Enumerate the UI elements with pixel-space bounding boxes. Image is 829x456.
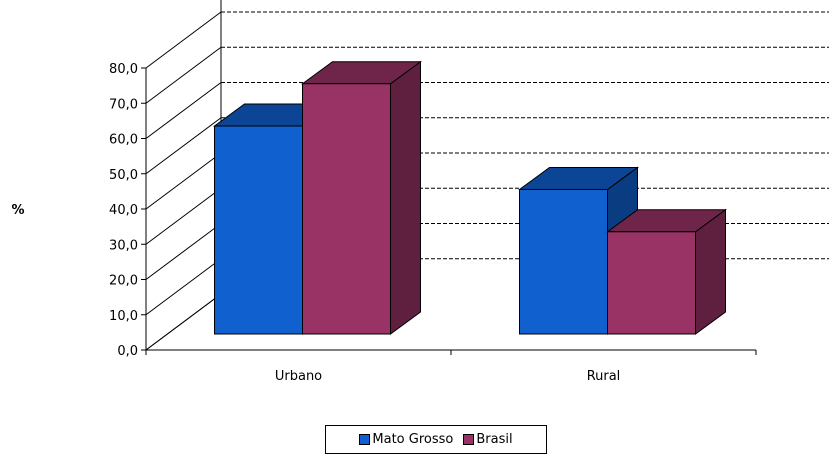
side-gridline — [145, 82, 222, 139]
y-tick-label: 40,0 — [109, 203, 138, 218]
legend-swatch-series-0 — [359, 434, 371, 445]
side-gridline — [145, 223, 222, 280]
y-tick-label: 80,0 — [109, 62, 138, 77]
axis-labels: 0,0 10,0 20,0 30,0 40,0 50,0 60,0 70,0 80,0 Urban… — [109, 62, 620, 384]
legend-swatch-series-1 — [463, 434, 475, 445]
legend-item-series-1: Brasil — [463, 432, 513, 447]
side-gridline — [145, 152, 222, 210]
side-gridline — [145, 258, 222, 316]
bar-side-0-1 — [390, 60, 421, 335]
floor-edge — [145, 293, 222, 351]
side-gridline — [145, 117, 222, 175]
bar-front-1-1 — [607, 231, 696, 335]
x-tick-label: Urbano — [275, 369, 322, 384]
y-tick-label: 50,0 — [109, 168, 138, 183]
side-gridline — [145, 46, 222, 104]
y-tick-label: 30,0 — [109, 238, 138, 253]
bar-front-0-1 — [302, 83, 391, 335]
legend-item-series-0: Mato Grosso — [359, 432, 453, 447]
bar-0-1 — [300, 60, 423, 335]
bar-front-1-0 — [519, 188, 608, 335]
side-gridline — [145, 11, 222, 69]
y-tick-label: 60,0 — [109, 133, 138, 148]
bar-front-0-0 — [214, 125, 303, 335]
bars — [212, 60, 728, 335]
x-tick-label: Rural — [587, 369, 621, 384]
y-tick-label: 20,0 — [109, 274, 138, 289]
y-axis-label: % — [11, 203, 24, 218]
legend: Mato Grosso Brasil — [325, 425, 547, 454]
y-tick-label: 10,0 — [109, 309, 138, 324]
side-gridline — [145, 187, 222, 245]
legend-label-series-0: Mato Grosso — [372, 432, 454, 447]
legend-label-series-1: Brasil — [476, 432, 513, 447]
bar-1-1 — [605, 208, 728, 335]
y-tick-label: 0,0 — [117, 344, 138, 359]
axes — [141, 67, 757, 355]
y-tick-label: 70,0 — [109, 97, 138, 112]
